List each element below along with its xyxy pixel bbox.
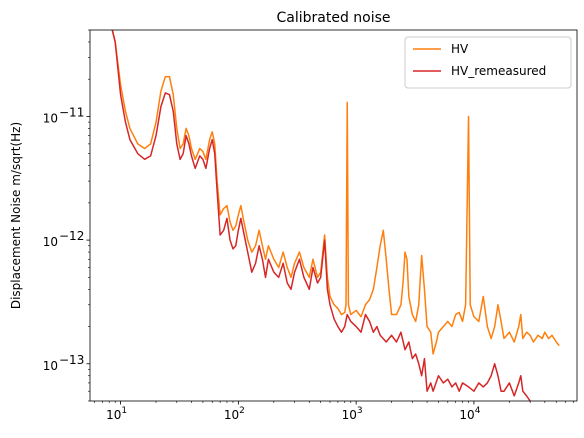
x-tick-base: 10 [106, 408, 121, 422]
x-tick-exponent: 1 [121, 406, 127, 416]
legend-label-hv: HV [451, 42, 469, 56]
chart-title: Calibrated noise [276, 10, 390, 26]
y-tick-label: 10 [43, 235, 58, 249]
y-tick-label: 10 [43, 359, 58, 373]
y-tick-exponent: −12 [59, 229, 84, 243]
x-tick-base: 10 [342, 408, 357, 422]
legend-label-hv-remeasured: HV_remeasured [451, 64, 546, 78]
y-tick-base: 10 [43, 359, 58, 373]
y-tick-exponent: −13 [59, 353, 84, 367]
series-line-0 [111, 30, 560, 355]
x-tick-label: 104 [459, 406, 480, 422]
series-layer [111, 30, 560, 401]
legend: HV HV_remeasured [404, 36, 572, 89]
x-tick-exponent: 4 [475, 406, 481, 416]
x-tick-base: 10 [459, 408, 474, 422]
y-tick-exponent: −11 [59, 105, 84, 119]
x-tick-label: 103 [342, 406, 363, 422]
x-axis: 101 102 103 104 [94, 401, 574, 422]
plot-frame [89, 29, 578, 402]
y-axis-label: Displacement Noise m/sqrt(Hz) [9, 122, 23, 309]
y-tick-base: 10 [43, 111, 58, 125]
x-tick-label: 101 [106, 406, 127, 422]
y-tick-label: 10 [43, 111, 58, 125]
legend-box [404, 36, 572, 89]
x-tick-base: 10 [224, 408, 239, 422]
x-tick-exponent: 2 [239, 406, 245, 416]
x-tick-label: 102 [224, 406, 245, 422]
y-tick-base: 10 [43, 235, 58, 249]
series-line-1 [111, 30, 531, 401]
x-tick-exponent: 3 [357, 406, 363, 416]
